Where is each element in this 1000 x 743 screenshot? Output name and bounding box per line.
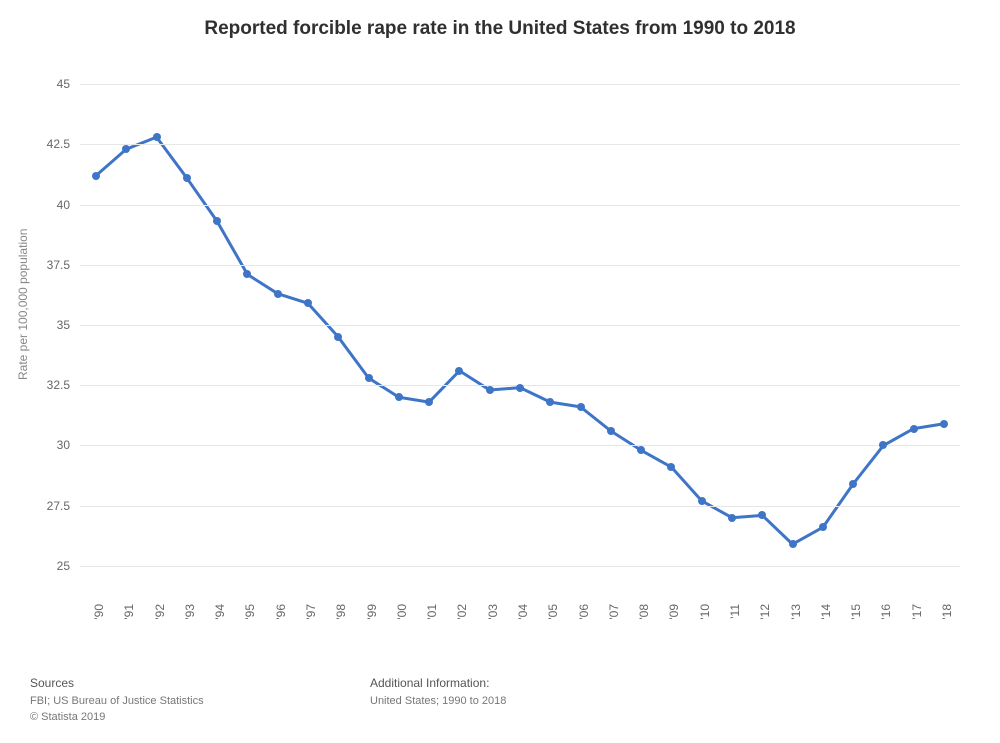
y-tick-label: 42.5 bbox=[47, 137, 70, 151]
x-tick-label: '17 bbox=[910, 604, 924, 620]
x-tick-label: '08 bbox=[637, 604, 651, 620]
data-point[interactable] bbox=[667, 463, 675, 471]
data-point[interactable] bbox=[486, 386, 494, 394]
gridline bbox=[80, 506, 960, 507]
data-point[interactable] bbox=[516, 384, 524, 392]
gridline bbox=[80, 84, 960, 85]
x-tick-label: '93 bbox=[183, 604, 197, 620]
data-point[interactable] bbox=[758, 511, 766, 519]
data-point[interactable] bbox=[274, 290, 282, 298]
data-point[interactable] bbox=[153, 133, 161, 141]
y-axis-label: Rate per 100,000 population bbox=[16, 229, 30, 380]
gridline bbox=[80, 566, 960, 567]
y-tick-label: 45 bbox=[57, 77, 70, 91]
gridline bbox=[80, 144, 960, 145]
x-tick-label: '91 bbox=[122, 604, 136, 620]
x-tick-label: '18 bbox=[940, 604, 954, 620]
plot-area: 2527.53032.53537.54042.545'90'91'92'93'9… bbox=[80, 60, 960, 590]
y-tick-label: 27.5 bbox=[47, 499, 70, 513]
data-point[interactable] bbox=[728, 514, 736, 522]
data-point[interactable] bbox=[92, 172, 100, 180]
y-tick-label: 37.5 bbox=[47, 258, 70, 272]
x-tick-label: '09 bbox=[667, 604, 681, 620]
x-tick-label: '02 bbox=[455, 604, 469, 620]
data-point[interactable] bbox=[425, 398, 433, 406]
data-point[interactable] bbox=[304, 299, 312, 307]
x-tick-label: '04 bbox=[516, 604, 530, 620]
data-point[interactable] bbox=[183, 174, 191, 182]
x-tick-label: '96 bbox=[274, 604, 288, 620]
chart-footer: Sources FBI; US Bureau of Justice Statis… bbox=[30, 675, 970, 725]
x-tick-label: '13 bbox=[789, 604, 803, 620]
sources-line: FBI; US Bureau of Justice Statistics bbox=[30, 694, 370, 709]
data-point[interactable] bbox=[243, 270, 251, 278]
data-point[interactable] bbox=[334, 333, 342, 341]
series-line bbox=[96, 137, 944, 544]
gridline bbox=[80, 325, 960, 326]
gridline bbox=[80, 445, 960, 446]
x-tick-label: '07 bbox=[607, 604, 621, 620]
data-point[interactable] bbox=[213, 217, 221, 225]
data-point[interactable] bbox=[879, 441, 887, 449]
gridline bbox=[80, 265, 960, 266]
y-tick-label: 32.5 bbox=[47, 378, 70, 392]
y-tick-label: 30 bbox=[57, 438, 70, 452]
x-tick-label: '95 bbox=[243, 604, 257, 620]
x-tick-label: '01 bbox=[425, 604, 439, 620]
chart-title: Reported forcible rape rate in the Unite… bbox=[0, 18, 1000, 40]
x-tick-label: '92 bbox=[153, 604, 167, 620]
copyright-line: © Statista 2019 bbox=[30, 710, 370, 725]
info-line: United States; 1990 to 2018 bbox=[370, 694, 710, 709]
data-point[interactable] bbox=[698, 497, 706, 505]
data-point[interactable] bbox=[395, 393, 403, 401]
data-point[interactable] bbox=[789, 540, 797, 548]
x-tick-label: '98 bbox=[334, 604, 348, 620]
x-tick-label: '00 bbox=[395, 604, 409, 620]
x-tick-label: '90 bbox=[92, 604, 106, 620]
x-tick-label: '06 bbox=[577, 604, 591, 620]
x-tick-label: '05 bbox=[546, 604, 560, 620]
data-point[interactable] bbox=[607, 427, 615, 435]
x-tick-label: '11 bbox=[728, 604, 742, 619]
data-point[interactable] bbox=[637, 446, 645, 454]
chart-container: Reported forcible rape rate in the Unite… bbox=[0, 0, 1000, 743]
data-point[interactable] bbox=[577, 403, 585, 411]
data-point[interactable] bbox=[819, 523, 827, 531]
data-point[interactable] bbox=[455, 367, 463, 375]
gridline bbox=[80, 205, 960, 206]
x-tick-label: '16 bbox=[879, 604, 893, 620]
data-point[interactable] bbox=[122, 145, 130, 153]
y-tick-label: 40 bbox=[57, 198, 70, 212]
sources-heading: Sources bbox=[30, 675, 370, 692]
footer-info: Additional Information: United States; 1… bbox=[370, 675, 710, 725]
x-tick-label: '03 bbox=[486, 604, 500, 620]
footer-sources: Sources FBI; US Bureau of Justice Statis… bbox=[30, 675, 370, 725]
x-tick-label: '10 bbox=[698, 604, 712, 620]
data-point[interactable] bbox=[365, 374, 373, 382]
x-tick-label: '94 bbox=[213, 604, 227, 620]
info-heading: Additional Information: bbox=[370, 675, 710, 692]
x-tick-label: '99 bbox=[365, 604, 379, 620]
y-tick-label: 35 bbox=[57, 318, 70, 332]
data-point[interactable] bbox=[849, 480, 857, 488]
data-point[interactable] bbox=[940, 420, 948, 428]
y-tick-label: 25 bbox=[57, 559, 70, 573]
x-tick-label: '15 bbox=[849, 604, 863, 620]
x-tick-label: '12 bbox=[758, 604, 772, 620]
x-tick-label: '14 bbox=[819, 604, 833, 620]
x-tick-label: '97 bbox=[304, 604, 318, 620]
data-point[interactable] bbox=[910, 425, 918, 433]
data-point[interactable] bbox=[546, 398, 554, 406]
